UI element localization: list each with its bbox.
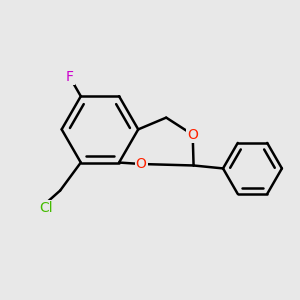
Text: O: O [187, 128, 198, 142]
Text: Cl: Cl [40, 201, 53, 215]
Text: O: O [136, 157, 147, 171]
Text: F: F [66, 70, 74, 84]
